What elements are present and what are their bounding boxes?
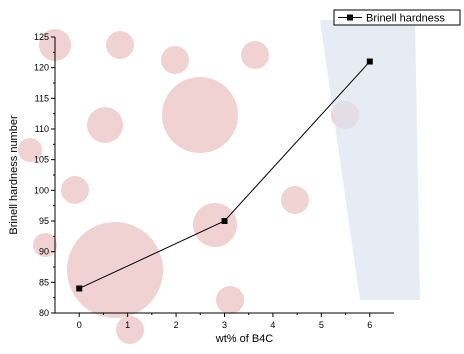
x-tick-label-0: 0 — [77, 320, 82, 330]
y-tick-label-125: 125 — [34, 32, 49, 42]
y-tick-label-110: 110 — [35, 124, 49, 134]
y-tick-label-95: 95 — [39, 216, 49, 226]
y-tick-label-80: 80 — [39, 308, 49, 318]
legend-marker-sample — [347, 14, 353, 21]
watermark-blob-12 — [216, 286, 244, 314]
y-axis-title: Brinell hardness number — [8, 115, 20, 235]
y-tick-label-85: 85 — [39, 277, 49, 287]
x-tick-label-2: 2 — [174, 320, 179, 330]
watermark-blob-6 — [161, 46, 189, 74]
y-tick-label-90: 90 — [39, 247, 49, 257]
x-tick-label-3: 3 — [222, 320, 227, 330]
watermark-blob-1 — [162, 77, 238, 153]
watermark-blob-11 — [61, 176, 89, 204]
watermark-blob-8 — [281, 186, 309, 214]
watermark-blob-7 — [241, 41, 269, 69]
axes: 80 85 90 95 100 105 110 115 120 125 0 1 2 3 4 5 6 — [34, 32, 394, 330]
y-tick-label-115: 115 — [35, 93, 49, 103]
background-watermark — [18, 20, 420, 344]
data-point-0-2 — [366, 58, 373, 65]
watermark-blob-13 — [116, 316, 144, 344]
watermark-blob-5 — [106, 31, 134, 59]
legend: Brinell hardness — [333, 9, 461, 26]
plot-area — [76, 58, 373, 292]
y-tick-label-120: 120 — [34, 63, 49, 73]
y-tick-label-100: 100 — [34, 185, 49, 195]
legend-box — [333, 9, 461, 26]
watermark-band — [320, 20, 420, 300]
data-point-0-0 — [76, 285, 83, 292]
x-axis-title: wt% of B4C — [215, 333, 274, 345]
watermark-blob-3 — [87, 107, 123, 143]
x-tick-label-4: 4 — [270, 320, 275, 330]
y-tick-label-105: 105 — [34, 155, 49, 165]
watermark-blob-0 — [67, 222, 163, 318]
watermark-blob-14 — [18, 138, 42, 162]
data-point-0-1 — [221, 218, 228, 224]
x-tick-label-5: 5 — [319, 320, 324, 330]
legend-label: Brinell hardness — [366, 13, 445, 25]
watermark-blob-10 — [33, 233, 57, 257]
x-tick-label-6: 6 — [367, 320, 372, 330]
x-tick-label-1: 1 — [125, 320, 130, 330]
